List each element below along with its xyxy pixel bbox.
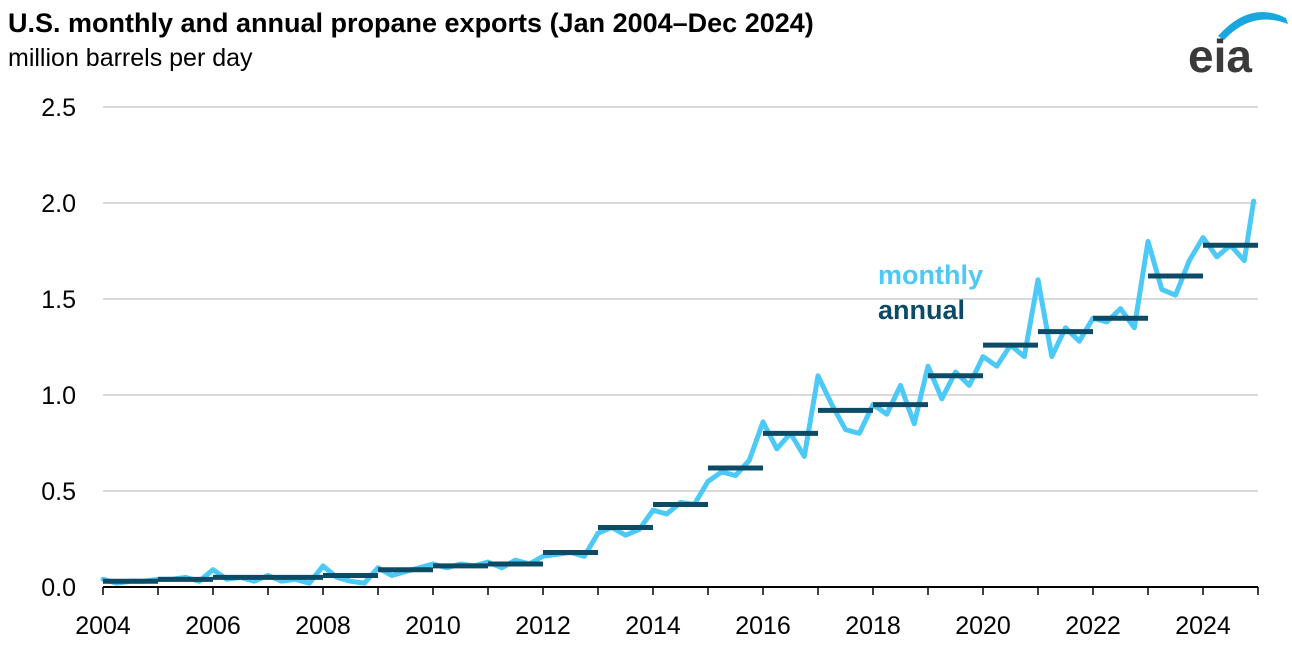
- chart-title: U.S. monthly and annual propane exports …: [8, 8, 814, 38]
- x-tick-label: 2018: [845, 612, 901, 640]
- x-tick-label: 2008: [295, 612, 351, 640]
- x-tick-label: 2016: [735, 612, 791, 640]
- eia-logo: eia: [1188, 12, 1288, 82]
- x-tick-label: 2012: [515, 612, 571, 640]
- x-tick-label: 2014: [625, 612, 681, 640]
- legend-annual: annual: [878, 295, 965, 325]
- x-tick-label: 2004: [75, 612, 131, 640]
- logo-text: eia: [1188, 30, 1252, 82]
- grid-lines: [103, 106, 1258, 492]
- legend-monthly: monthly: [878, 260, 983, 290]
- y-axis-ticks: 0.0 0.5 1.0 1.5 2.0 2.5: [41, 94, 76, 602]
- x-tick-label: 2020: [955, 612, 1011, 640]
- x-tick-label: 2006: [185, 612, 241, 640]
- y-tick-label: 2.5: [41, 94, 76, 122]
- chart-subtitle: million barrels per day: [8, 44, 253, 72]
- x-axis-ticks: 2004 2006 2008 2010 2012 2014 2016 2018 2020 2022…: [75, 586, 1259, 640]
- y-tick-label: 0.0: [41, 574, 76, 602]
- x-tick-label: 2024: [1175, 612, 1231, 640]
- logo-arc: [1218, 12, 1288, 40]
- series-layer: [100, 198, 1258, 586]
- y-tick-label: 1.5: [41, 286, 76, 314]
- y-tick-label: 2.0: [41, 190, 76, 218]
- x-tick-label: 2010: [405, 612, 461, 640]
- x-tick-label: 2022: [1065, 612, 1121, 640]
- series-monthly-line: [100, 198, 1257, 586]
- y-tick-label: 0.5: [41, 478, 76, 506]
- y-tick-label: 1.0: [41, 382, 76, 410]
